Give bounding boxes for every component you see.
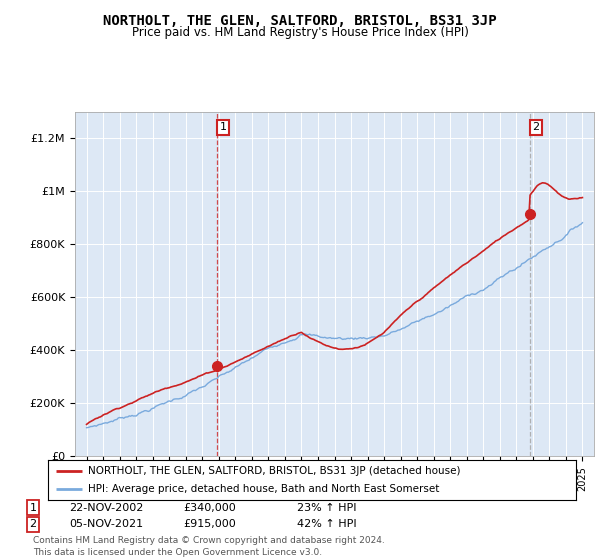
Text: £915,000: £915,000: [183, 519, 236, 529]
Text: 1: 1: [220, 122, 226, 132]
Text: 1: 1: [29, 503, 37, 513]
Text: 2: 2: [533, 122, 540, 132]
Text: 23% ↑ HPI: 23% ↑ HPI: [297, 503, 356, 513]
Text: 05-NOV-2021: 05-NOV-2021: [69, 519, 143, 529]
Text: NORTHOLT, THE GLEN, SALTFORD, BRISTOL, BS31 3JP: NORTHOLT, THE GLEN, SALTFORD, BRISTOL, B…: [103, 14, 497, 28]
Text: 2: 2: [29, 519, 37, 529]
Text: Price paid vs. HM Land Registry's House Price Index (HPI): Price paid vs. HM Land Registry's House …: [131, 26, 469, 39]
Text: 22-NOV-2002: 22-NOV-2002: [69, 503, 143, 513]
Text: 42% ↑ HPI: 42% ↑ HPI: [297, 519, 356, 529]
Text: HPI: Average price, detached house, Bath and North East Somerset: HPI: Average price, detached house, Bath…: [88, 484, 439, 494]
Text: £340,000: £340,000: [183, 503, 236, 513]
Text: NORTHOLT, THE GLEN, SALTFORD, BRISTOL, BS31 3JP (detached house): NORTHOLT, THE GLEN, SALTFORD, BRISTOL, B…: [88, 466, 460, 476]
Text: Contains HM Land Registry data © Crown copyright and database right 2024.
This d: Contains HM Land Registry data © Crown c…: [33, 536, 385, 557]
